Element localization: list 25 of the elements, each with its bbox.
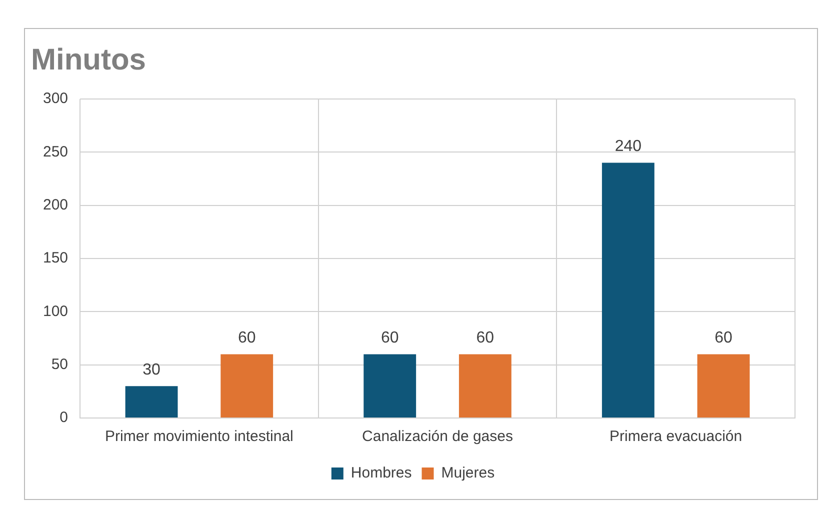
x-tick-label: Primera evacuación [610, 428, 742, 446]
x-tick-label: Canalización de gases [362, 428, 513, 446]
y-tick-label: 0 [60, 409, 68, 426]
data-label: 60 [476, 330, 494, 347]
data-label: 240 [614, 138, 642, 156]
data-label: 30 [142, 362, 161, 379]
bar [602, 162, 654, 418]
y-tick-label: 50 [51, 356, 68, 373]
y-tick-label: 100 [42, 302, 68, 320]
data-label: 60 [714, 330, 733, 347]
y-tick-label: 200 [42, 196, 68, 214]
x-tick-label: Primer movimiento intestinal [104, 428, 294, 446]
y-tick-label: 150 [42, 250, 68, 267]
bar [364, 354, 416, 418]
bar [125, 386, 178, 418]
y-tick-label: 250 [42, 143, 68, 160]
legend-label: Hombres [350, 464, 412, 482]
legend-label: Mujeres [441, 464, 495, 482]
bar [220, 354, 274, 418]
y-tick-label: 300 [42, 90, 68, 108]
chart-title: Minutos [31, 43, 146, 76]
bar [458, 354, 512, 418]
data-label: 60 [238, 330, 256, 347]
bar [697, 354, 750, 418]
data-label: 60 [380, 330, 399, 347]
